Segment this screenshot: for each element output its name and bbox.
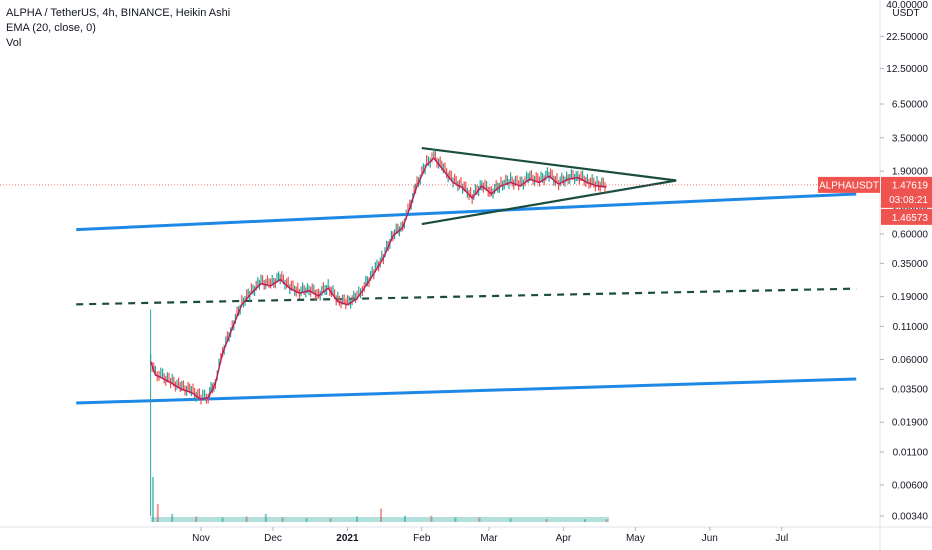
volume-indicator-label[interactable]: Vol: [6, 37, 22, 49]
volume-bar: [605, 519, 608, 522]
symbol-tag-bg: [818, 176, 880, 193]
price-tag-bg: [881, 176, 932, 208]
currency-label: USDT: [892, 8, 919, 19]
volume-bar: [454, 517, 457, 522]
volume-bar: [478, 517, 481, 522]
y-tick-label: 22.50000: [886, 32, 928, 43]
volume-baseline: [150, 517, 609, 522]
secondary-price-tag: 1.46573: [892, 213, 929, 224]
trendline-2: [76, 287, 857, 306]
volume-bar: [356, 516, 358, 522]
secondary-tag-bg: [881, 208, 932, 225]
y-tick-label: 0.35000: [892, 259, 929, 270]
y-tick-label: 0.00600: [892, 481, 929, 492]
y-tick-label: 0.06000: [892, 355, 929, 366]
volume-bar: [305, 518, 308, 522]
ema-indicator-label[interactable]: EMA (20, close, 0): [6, 22, 96, 34]
volume-bar: [329, 518, 332, 522]
y-tick-label: 0.01900: [892, 418, 929, 429]
y-tick-label: 0.60000: [892, 229, 929, 240]
y-tick-label: 0.01100: [893, 447, 929, 458]
trendline-3: [421, 146, 677, 182]
volume-bar: [380, 508, 382, 522]
y-tick-label: 0.00340: [892, 512, 929, 523]
y-tick-label: 40.00000: [886, 0, 928, 11]
x-tick-label: Jul: [775, 533, 788, 544]
x-tick-label: May: [626, 533, 645, 544]
countdown-tag: 03:08:21: [889, 195, 928, 206]
x-tick-label: Mar: [480, 533, 498, 544]
x-tick-label: Jun: [702, 533, 718, 544]
trendline-4: [421, 179, 677, 226]
y-tick-label: 0.11000: [893, 322, 929, 333]
price-tags: ALPHAUSDT 1.47619 03:08:21 1.46573: [818, 176, 932, 225]
volume-bar: [171, 513, 174, 522]
volume-bar: [281, 517, 284, 522]
symbol-title[interactable]: ALPHA / TetherUS, 4h, BINANCE, Heikin As…: [6, 7, 231, 19]
volume-bar: [152, 477, 154, 522]
y-tick-label: 6.50000: [892, 100, 929, 111]
volume-bar: [245, 516, 248, 522]
volume-bar: [156, 504, 159, 522]
y-tick-label: 1.90000: [892, 167, 929, 178]
volume-bar: [545, 519, 548, 522]
symbol-tag: ALPHAUSDT: [819, 180, 879, 191]
price-tag: 1.47619: [892, 180, 929, 191]
x-tick-label: Feb: [413, 533, 431, 544]
y-tick-label: 0.03500: [892, 384, 929, 395]
volume-bar: [509, 518, 512, 522]
x-tick-label: Dec: [264, 533, 282, 544]
ema-line: [149, 157, 607, 401]
volume-bar: [221, 517, 224, 522]
time-axis[interactable]: Nov Dec 2021 Feb Mar Apr May Jun Jul: [192, 527, 788, 544]
x-tick-label: 2021: [336, 533, 359, 544]
price-axis[interactable]: USDT 22.50000 12.50000 6.50000 3.50000 1.9000…: [880, 0, 928, 523]
price-series: [0, 149, 880, 516]
y-tick-label: 0.19000: [892, 292, 929, 303]
volume-bar: [195, 516, 198, 522]
volume-bar: [584, 519, 586, 522]
volume-bar: [264, 513, 267, 522]
y-tick-label: 3.50000: [892, 133, 929, 144]
x-tick-label: Apr: [556, 533, 572, 544]
trendline-0: [76, 192, 857, 232]
volume-bar: [404, 515, 406, 522]
x-tick-label: Nov: [192, 533, 210, 544]
y-tick-label: 12.50000: [886, 64, 928, 75]
volume-bar: [430, 515, 433, 522]
chart-legend: ALPHA / TetherUS, 4h, BINANCE, Heikin As…: [6, 6, 230, 51]
volume-bars: [150, 477, 609, 522]
